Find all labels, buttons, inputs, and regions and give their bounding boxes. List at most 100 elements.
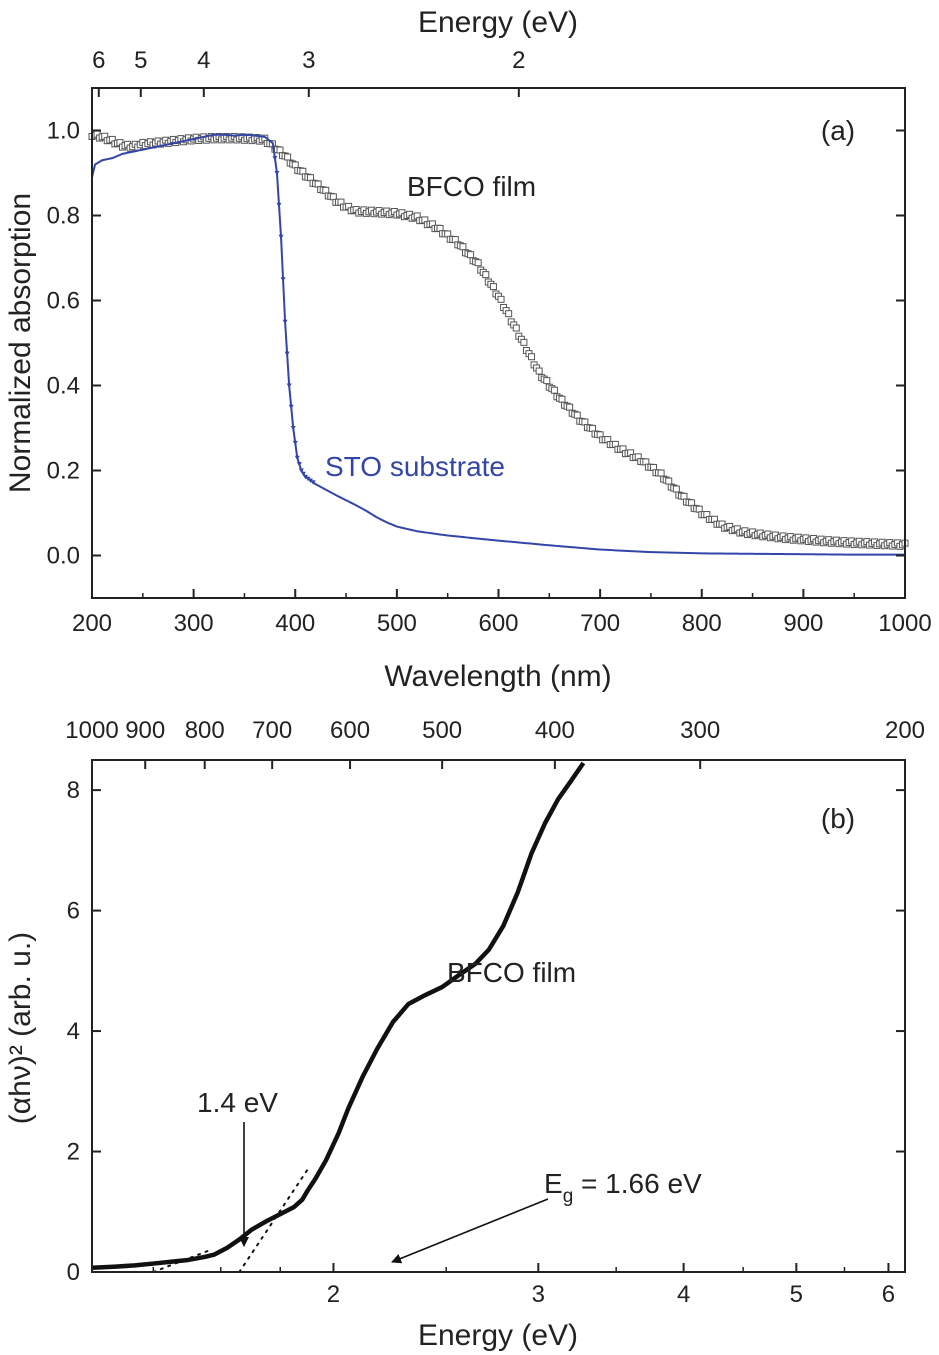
panel-b-top-tick-label: 1000 bbox=[65, 717, 118, 744]
panel-a-top-tick-label: 5 bbox=[134, 47, 147, 74]
panel-a-x-tick-label: 200 bbox=[72, 610, 112, 637]
panel-b-fit-line bbox=[152, 1249, 209, 1273]
panel-a-y-axis-title: Normalized absorption bbox=[4, 193, 37, 493]
sto-substrate-point bbox=[290, 426, 296, 431]
panel-a-label: (a) bbox=[821, 115, 855, 146]
sto-substrate-point bbox=[310, 480, 316, 485]
bfco-film-point bbox=[543, 377, 551, 385]
panel-a-y-tick-label: 0.6 bbox=[47, 288, 80, 315]
panel-b-y-axis-title: (αhν)² (arb. u.) bbox=[4, 932, 37, 1124]
panel-a-series-bfco bbox=[88, 130, 909, 550]
bfco-film-point bbox=[535, 367, 543, 375]
panel-b-top-tick-label: 400 bbox=[535, 717, 575, 744]
panel-b: 2 3 4 5 6 0 2 4 6 8 1000 900 800 700 600 500 400 300 200 E… bbox=[4, 717, 925, 1352]
sto-substrate-point bbox=[272, 156, 278, 161]
panel-b-fit-line bbox=[238, 1168, 309, 1273]
panel-a-y-tick-label: 1.0 bbox=[47, 118, 80, 145]
sto-substrate-point bbox=[276, 202, 282, 208]
bfco-film-point bbox=[573, 411, 581, 419]
bfco-film-point bbox=[482, 271, 490, 279]
bfco-film-point bbox=[512, 324, 520, 332]
sto-substrate-point bbox=[302, 474, 308, 480]
panel-b-x-tick-label: 6 bbox=[882, 1281, 895, 1308]
sto-substrate-point bbox=[288, 404, 294, 410]
panel-a-y-tick-label: 0.4 bbox=[47, 373, 80, 400]
panel-a-top-tick-label: 4 bbox=[197, 47, 210, 74]
panel-a-annotation-bfco: BFCO film bbox=[407, 171, 536, 202]
bfco-film-point bbox=[657, 469, 665, 477]
panel-b-x-axis-title: Energy (eV) bbox=[418, 1319, 578, 1352]
panel-a-x-tick-label: 800 bbox=[682, 610, 722, 637]
panel-b-y-tick-label: 4 bbox=[67, 1018, 80, 1045]
sto-substrate-point bbox=[286, 383, 292, 388]
bfco-film-point bbox=[558, 395, 566, 403]
panel-a-x-tick-label: 900 bbox=[783, 610, 823, 637]
panel-b-x-tick-label: 5 bbox=[790, 1281, 803, 1308]
panel-b-top-tick-label: 300 bbox=[680, 717, 720, 744]
panel-a-series-sto bbox=[91, 133, 905, 556]
panel-b-series-bfco bbox=[91, 761, 586, 1271]
panel-b-top-tick-label: 900 bbox=[125, 717, 165, 744]
panel-a-top-axis-title: Energy (eV) bbox=[418, 6, 578, 39]
eg-symbol: E bbox=[544, 1168, 563, 1199]
panel-b-arrow-eg bbox=[391, 1198, 549, 1264]
bfco-film-point bbox=[505, 310, 513, 318]
panel-a-top-tick-label: 3 bbox=[302, 47, 315, 74]
panel-b-top-tick-label: 500 bbox=[422, 717, 462, 744]
panel-b-top-tick-label: 600 bbox=[330, 717, 370, 744]
panel-b-x-tick-label: 2 bbox=[327, 1281, 340, 1308]
sto-substrate-point bbox=[296, 462, 302, 467]
sto-substrate-point bbox=[284, 351, 290, 357]
eg-value: = 1.66 eV bbox=[573, 1168, 702, 1199]
panel-b-annotation-bfco: BFCO film bbox=[447, 957, 576, 988]
eg-subscript: g bbox=[563, 1186, 574, 1207]
panel-a-annotation-sto: STO substrate bbox=[325, 451, 505, 482]
sto-substrate-point bbox=[274, 171, 280, 176]
panel-a-x-tick-label: 700 bbox=[580, 610, 620, 637]
panel-a-x-tick-label: 400 bbox=[275, 610, 315, 637]
panel-a-x-tick-label: 500 bbox=[377, 610, 417, 637]
sto-substrate-point bbox=[292, 440, 298, 446]
sto-substrate-point bbox=[305, 476, 311, 482]
panel-a-y-tick-label: 0.0 bbox=[47, 543, 80, 570]
panel-b-data-marks bbox=[91, 761, 586, 1273]
panel-b-y-tick-label: 6 bbox=[67, 898, 80, 925]
panel-b-top-tick-label: 200 bbox=[885, 717, 925, 744]
panel-a-data-marks bbox=[88, 130, 909, 556]
bfco-film-point bbox=[665, 477, 673, 485]
panel-a-frame bbox=[91, 87, 906, 599]
panel-a-y-tick-label: 0.2 bbox=[47, 458, 80, 485]
bfco-film-point bbox=[520, 338, 528, 346]
panel-b-frame bbox=[91, 759, 906, 1273]
panel-b-y-tick-label: 2 bbox=[67, 1139, 80, 1166]
bfco-film-point bbox=[467, 251, 475, 259]
bfco-film-point bbox=[284, 153, 292, 161]
panel-b-x-tick-label: 4 bbox=[677, 1281, 690, 1308]
bfco-film-point bbox=[528, 353, 536, 361]
sto-substrate-point bbox=[280, 277, 286, 282]
bfco-film-point bbox=[672, 485, 680, 493]
panel-a-x-tick-label: 1000 bbox=[878, 610, 931, 637]
panel-b-x-tick-label: 3 bbox=[532, 1281, 545, 1308]
sto-substrate-line bbox=[91, 133, 905, 556]
panel-a-x-axis-title: Wavelength (nm) bbox=[384, 660, 611, 693]
bfco-film-point bbox=[489, 283, 497, 291]
sto-substrate-point bbox=[300, 471, 306, 477]
panel-a-y-tick-label: 0.8 bbox=[47, 203, 80, 230]
panel-b-y-tick-label: 8 bbox=[67, 777, 80, 804]
panel-b-label: (b) bbox=[821, 803, 855, 834]
bfco-film-point bbox=[474, 259, 482, 267]
bfco-film-point bbox=[459, 243, 467, 251]
bfco-film-point bbox=[497, 295, 505, 303]
sto-substrate-point bbox=[294, 455, 300, 461]
panel-a-axes: 200 300 400 500 600 700 800 900 1000 0.0 0.2 0.4 0.6… bbox=[47, 47, 932, 637]
panel-b-top-tick-label: 700 bbox=[252, 717, 292, 744]
panel-a-x-tick-label: 300 bbox=[174, 610, 214, 637]
panel-a-x-tick-label: 600 bbox=[478, 610, 518, 637]
sto-substrate-point bbox=[307, 478, 313, 483]
panel-b-top-tick-label: 800 bbox=[185, 717, 225, 744]
panel-b-axes: 2 3 4 5 6 0 2 4 6 8 1000 900 800 700 600 500 400 300 200 bbox=[65, 717, 925, 1308]
sto-substrate-point bbox=[282, 319, 288, 325]
panel-b-annotation-eg: Eg = 1.66 eV bbox=[544, 1168, 702, 1207]
panel-b-y-tick-label: 0 bbox=[67, 1259, 80, 1286]
